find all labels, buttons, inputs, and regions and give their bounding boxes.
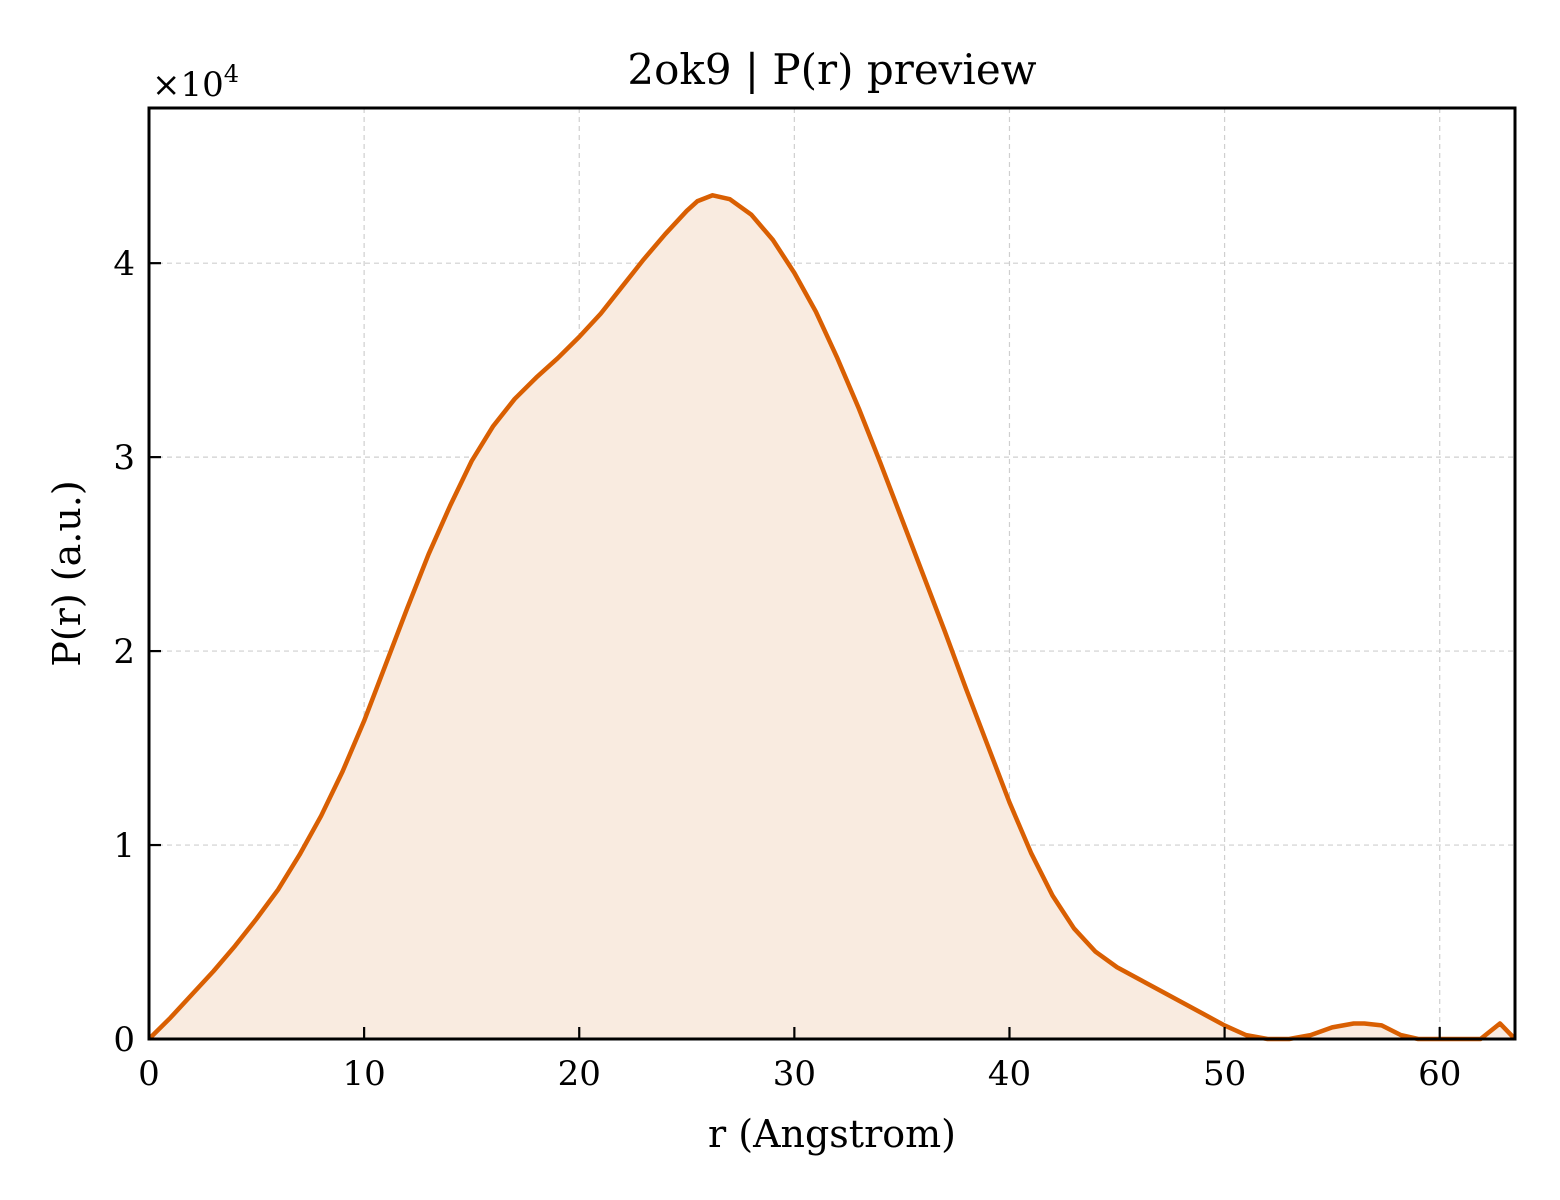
x-tick-label: 50 [1203,1054,1246,1094]
series-line [147,193,1517,1042]
x-axis-label: r (Angstrom) [708,1112,956,1156]
x-tick-label: 0 [138,1054,160,1094]
tick-labels: 0 10 20 30 40 50 60 0 1 2 3 4 [113,244,1461,1094]
y-tick-label: 0 [113,1020,135,1060]
x-tick-label: 10 [342,1054,385,1094]
x-tick-label: 40 [988,1054,1031,1094]
area-fill [149,195,1515,1039]
y-tick-label: 4 [113,244,135,284]
plot-frame [147,106,1517,1041]
axis-ticks [147,262,1441,1041]
y-tick-label: 1 [113,826,135,866]
y-tick-label: 2 [113,632,135,672]
x-tick-label: 30 [773,1054,816,1094]
y-tick-label: 3 [113,438,135,478]
chart-title: 2ok9 | P(r) preview [627,45,1036,94]
x-tick-label: 60 [1418,1054,1461,1094]
x-tick-label: 20 [558,1054,601,1094]
y-axis-label: P(r) (a.u.) [45,480,89,666]
y-offset-base: ×10 [152,65,224,105]
y-offset-label: ×104 [152,60,239,105]
y-offset-exponent: 4 [224,60,239,88]
